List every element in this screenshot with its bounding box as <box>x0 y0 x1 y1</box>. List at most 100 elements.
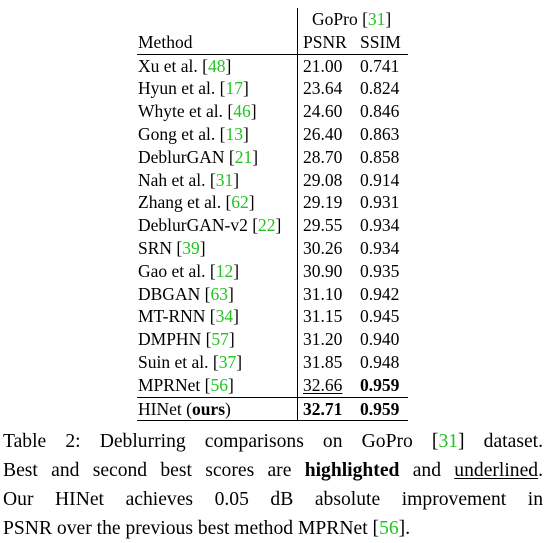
citation-link[interactable]: 39 <box>182 237 200 258</box>
psnr-value: 31.20 <box>303 329 343 350</box>
psnr-cell: 30.90 <box>297 259 353 283</box>
citation-link[interactable]: 56 <box>379 518 399 539</box>
method-cell: DeblurGAN-v2 [22] <box>138 215 282 236</box>
citation-link[interactable]: 37 <box>218 351 237 372</box>
table-row: DeblurGAN [21] 28.70 0.858 <box>137 145 408 169</box>
psnr-value: 29.19 <box>303 192 343 213</box>
caption-text: . <box>538 460 543 481</box>
method-cell: DBGAN [63] <box>138 283 234 304</box>
psnr-cell: 31.15 <box>297 305 353 329</box>
method-name: DMPHN <box>138 329 202 350</box>
table-row: DeblurGAN-v2 [22] 29.55 0.934 <box>137 214 408 237</box>
results-table: GoPro [31] Method PSNR SSIM Xu et al. [4… <box>137 8 408 422</box>
caption-text: Table 2: Deblurring comparisons on GoPro… <box>3 431 439 452</box>
citation-link[interactable]: 63 <box>210 283 228 304</box>
psnr-cell: 29.19 <box>297 191 353 215</box>
ssim-cell: 0.934 <box>360 215 400 236</box>
method-cell: MT-RNN [34] <box>138 306 239 327</box>
psnr-value: 30.90 <box>303 260 343 281</box>
method-cell: DeblurGAN [21] <box>138 146 259 167</box>
method-name: SRN <box>138 237 173 258</box>
citation-link[interactable]: 56 <box>210 374 228 395</box>
method-cell: Nah et al. [31] <box>138 169 240 190</box>
citation-link[interactable]: 31 <box>215 169 234 190</box>
method-column-header: Method <box>138 31 193 52</box>
psnr-value: 28.70 <box>303 146 343 167</box>
method-cell: Suin et al. [37] <box>138 351 243 372</box>
method-cell: SRN [39] <box>138 237 206 258</box>
psnr-cell: 29.08 <box>297 168 353 192</box>
gopro-label: GoPro <box>312 9 358 29</box>
citation-link[interactable]: 57 <box>211 329 229 350</box>
citation-link[interactable]: 31 <box>438 431 459 452</box>
method-name: Suin et al. <box>138 351 209 372</box>
method-cell: DMPHN [57] <box>138 329 235 350</box>
method-name: Whyte et al. <box>138 101 224 122</box>
table-row: DMPHN [57] 31.20 0.940 <box>137 328 408 351</box>
psnr-value: 21.00 <box>303 55 343 76</box>
table-row: Xu et al. [48] 21.00 0.741 <box>137 54 408 78</box>
psnr-cell: 24.60 <box>297 100 353 123</box>
psnr-value: 29.08 <box>303 169 343 190</box>
caption-text: ]. <box>398 518 411 539</box>
table-group-header-row: GoPro [31] <box>137 8 408 31</box>
psnr-cell: 29.55 <box>297 214 353 237</box>
ssim-cell: 0.846 <box>360 101 400 122</box>
table-row-ours: HINet (ours) 32.71 0.959 <box>137 396 408 422</box>
citation-link[interactable]: 48 <box>207 55 226 76</box>
table-row: Hyun et al. [17] 23.64 0.824 <box>137 77 408 101</box>
psnr-value: 29.55 <box>303 215 343 236</box>
citation-link[interactable]: 13 <box>225 123 243 144</box>
citation-link[interactable]: 22 <box>258 215 276 236</box>
caption-line-2: Best and second best scores are highligh… <box>3 456 543 485</box>
citation-link[interactable]: 62 <box>231 192 249 213</box>
psnr-cell: 31.20 <box>297 328 353 351</box>
method-cell: Zhang et al. [62] <box>138 192 255 213</box>
psnr-column-header: PSNR <box>297 30 353 54</box>
citation-link[interactable]: 21 <box>234 146 253 167</box>
psnr-cell: 31.85 <box>297 350 353 374</box>
table-body: Xu et al. [48] 21.00 0.741 Hyun et al. [17]… <box>137 54 408 397</box>
psnr-value: 32.66 <box>303 374 343 395</box>
table-column-header-row: Method PSNR SSIM <box>137 30 408 55</box>
method-name: DBGAN <box>138 283 201 304</box>
psnr-cell: 23.64 <box>297 77 353 101</box>
citation-link[interactable]: 12 <box>215 260 234 281</box>
method-name: Nah et al. <box>138 169 206 190</box>
method-name: MPRNet <box>138 374 201 395</box>
ssim-cell: 0.914 <box>360 169 400 190</box>
ssim-cell: 0.935 <box>360 260 400 281</box>
psnr-cell: 30.26 <box>297 236 353 260</box>
citation-link[interactable]: 46 <box>233 101 251 122</box>
citation-link[interactable]: 34 <box>215 306 234 327</box>
caption-text: ] dataset. <box>458 431 543 452</box>
table-row: SRN [39] 30.26 0.934 <box>137 236 408 260</box>
method-name: Gao et al. <box>138 260 206 281</box>
ssim-cell: 0.959 <box>360 374 400 395</box>
psnr-cell: 26.40 <box>297 122 353 146</box>
ours-method-prefix: HINet ( <box>138 398 192 419</box>
method-name: Gong et al. <box>138 123 216 144</box>
ours-method-suffix: ) <box>225 398 231 419</box>
ssim-cell: 0.940 <box>360 329 400 350</box>
ssim-cell: 0.931 <box>360 192 400 213</box>
method-cell: Gong et al. [13] <box>138 123 249 144</box>
table-row: MPRNet [56] 32.66 0.959 <box>137 373 408 397</box>
ssim-cell: 0.945 <box>360 306 400 327</box>
method-name: Hyun et al. <box>138 78 216 99</box>
citation-link[interactable]: 31 <box>367 9 386 29</box>
method-name: DeblurGAN-v2 <box>138 215 248 236</box>
table-caption: Table 2: Deblurring comparisons on GoPro… <box>3 427 543 543</box>
method-name: Xu et al. <box>138 55 198 76</box>
ours-method-bold: ours <box>191 398 225 419</box>
caption-line-3: Our HINet achieves 0.05 dB absolute impr… <box>3 489 543 510</box>
psnr-value: 23.64 <box>303 78 343 99</box>
ssim-cell: 0.959 <box>360 398 400 419</box>
method-cell: Hyun et al. [17] <box>138 78 249 99</box>
caption-bold-text: highlighted <box>304 460 400 481</box>
psnr-cell: 21.00 <box>297 54 353 78</box>
ssim-cell: 0.948 <box>360 351 400 372</box>
citation-link[interactable]: 17 <box>225 78 243 99</box>
method-cell: MPRNet [56] <box>138 374 234 395</box>
psnr-value: 31.15 <box>303 306 343 327</box>
